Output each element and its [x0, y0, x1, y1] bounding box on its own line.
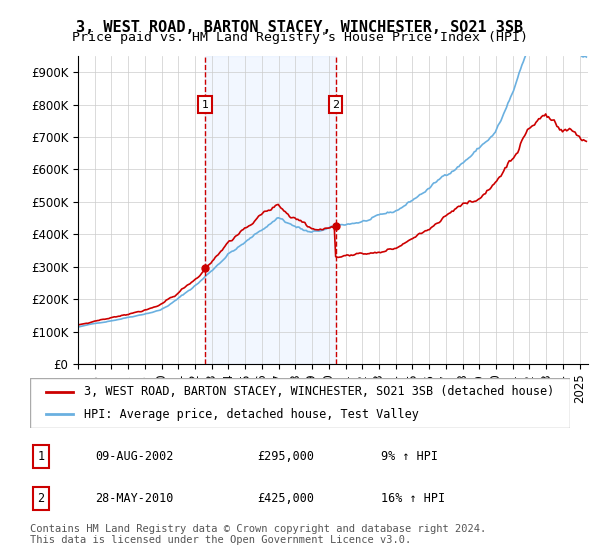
Bar — [205, 56, 335, 364]
Text: 2: 2 — [332, 100, 339, 110]
Text: 3, WEST ROAD, BARTON STACEY, WINCHESTER, SO21 3SB: 3, WEST ROAD, BARTON STACEY, WINCHESTER,… — [76, 20, 524, 35]
Text: 1: 1 — [202, 100, 209, 110]
Text: Contains HM Land Registry data © Crown copyright and database right 2024.
This d: Contains HM Land Registry data © Crown c… — [30, 524, 486, 545]
Text: £295,000: £295,000 — [257, 450, 314, 463]
Text: Price paid vs. HM Land Registry's House Price Index (HPI): Price paid vs. HM Land Registry's House … — [72, 31, 528, 44]
FancyBboxPatch shape — [30, 378, 570, 428]
Text: 09-AUG-2002: 09-AUG-2002 — [95, 450, 173, 463]
Text: 9% ↑ HPI: 9% ↑ HPI — [381, 450, 438, 463]
Text: 28-MAY-2010: 28-MAY-2010 — [95, 492, 173, 505]
Text: HPI: Average price, detached house, Test Valley: HPI: Average price, detached house, Test… — [84, 408, 419, 421]
Text: 2: 2 — [37, 492, 44, 505]
Text: £425,000: £425,000 — [257, 492, 314, 505]
Text: 1: 1 — [37, 450, 44, 463]
Text: 16% ↑ HPI: 16% ↑ HPI — [381, 492, 445, 505]
Text: 3, WEST ROAD, BARTON STACEY, WINCHESTER, SO21 3SB (detached house): 3, WEST ROAD, BARTON STACEY, WINCHESTER,… — [84, 385, 554, 398]
